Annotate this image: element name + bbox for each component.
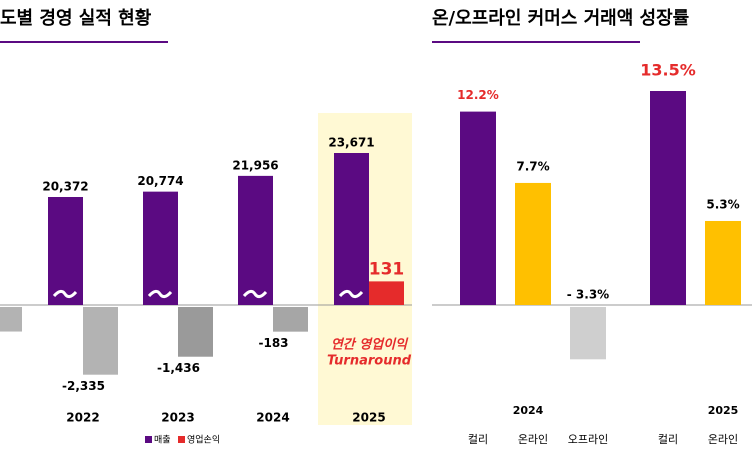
annotation: 연간 영업이익: [331, 337, 409, 353]
value-label: 20,774: [137, 174, 183, 188]
axis-break: [147, 289, 173, 299]
group-label: 2024: [513, 404, 544, 417]
value-label: -183: [258, 336, 288, 350]
value-label: 21,956: [232, 158, 278, 172]
value-label: 5.3%: [706, 197, 739, 211]
axis-break: [242, 289, 268, 299]
chart-title: 도별 경영 실적 현황: [0, 8, 152, 29]
x-tick-label: 2025: [352, 411, 385, 425]
value-label: - 3.3%: [567, 288, 609, 302]
bar: [369, 281, 404, 305]
chart-title: 온/오프라인 커머스 거래액 성장률: [432, 8, 689, 29]
x-tick-label: 온라인: [708, 433, 738, 446]
bar: [83, 307, 118, 375]
value-label: 23,671: [328, 136, 374, 150]
x-tick-label: 오프라인: [568, 433, 608, 446]
value-label: 7.7%: [516, 159, 549, 173]
bar: [460, 111, 496, 305]
value-label: -2,335: [62, 379, 105, 393]
x-tick-label: 2022: [66, 411, 99, 425]
value-label: 131: [369, 259, 405, 279]
x-tick-label: 2023: [161, 411, 194, 425]
bar: [178, 307, 213, 357]
bar: [238, 175, 273, 305]
bar: [705, 220, 741, 305]
x-tick-label: 컬리: [658, 433, 678, 446]
bar: [515, 182, 551, 305]
bar: [0, 307, 22, 332]
value-label: -1,436: [157, 361, 200, 375]
legend-label: 매출: [154, 435, 171, 446]
axis-break: [338, 289, 364, 299]
value-label: 13.5%: [640, 61, 696, 80]
x-tick-label: 온라인: [518, 433, 548, 446]
bar: [650, 91, 686, 305]
legend-label: 영업손익: [187, 434, 220, 446]
value-label: 20,372: [42, 180, 88, 194]
axis-break: [52, 289, 78, 299]
group-label: 2025: [708, 404, 739, 417]
value-label: 12.2%: [457, 88, 499, 102]
legend-swatch: [145, 436, 152, 443]
bar: [334, 153, 369, 305]
x-tick-label: 2024: [256, 411, 289, 425]
x-tick-label: 컬리: [468, 433, 488, 446]
legend-swatch: [178, 436, 185, 443]
bar: [48, 197, 83, 305]
bar: [273, 307, 308, 332]
bar: [570, 307, 606, 360]
bar: [143, 191, 178, 305]
annotation: Turnaround: [327, 354, 412, 369]
